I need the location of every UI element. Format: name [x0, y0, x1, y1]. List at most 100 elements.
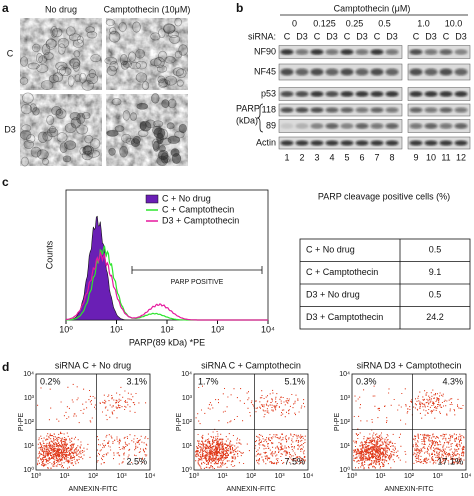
- band: [409, 140, 423, 146]
- y-tick-label: 10³: [182, 395, 193, 402]
- band: [325, 68, 339, 76]
- cell: [48, 126, 57, 134]
- band: [280, 140, 294, 146]
- band: [409, 68, 423, 76]
- cell: [22, 92, 34, 104]
- x-tick-label: 10¹: [59, 473, 70, 480]
- blot-label: NF90: [254, 46, 276, 56]
- blot: [407, 45, 471, 59]
- cell: [32, 43, 41, 53]
- cell: [67, 75, 75, 87]
- cell: [62, 155, 72, 163]
- cell: [169, 34, 181, 44]
- lane-number: 8: [389, 152, 394, 162]
- band: [370, 140, 384, 146]
- cell: [45, 38, 57, 50]
- lane-sirna: C: [314, 31, 321, 41]
- cell: [176, 79, 184, 87]
- panel-label: a: [2, 1, 9, 15]
- treatment-label: Camptothecin (μM): [334, 3, 411, 13]
- lane-sirna: D3: [356, 31, 368, 41]
- cell: [69, 57, 80, 69]
- cell: [129, 112, 138, 121]
- cell: [122, 110, 131, 121]
- x-tick-label: 10⁰: [347, 472, 358, 480]
- cell: [152, 120, 164, 128]
- legend-swatch: [145, 194, 159, 204]
- cell: [109, 60, 119, 72]
- bracket: [131, 266, 263, 274]
- cell: [135, 72, 148, 83]
- cell: [20, 56, 29, 67]
- cell: [104, 56, 117, 65]
- band: [310, 91, 324, 97]
- concentration: 0: [292, 18, 297, 28]
- cell: [125, 137, 136, 145]
- cell: [64, 140, 77, 150]
- cell: [23, 140, 35, 149]
- band: [370, 107, 384, 113]
- cell: [135, 49, 145, 59]
- band: [370, 68, 384, 76]
- cell: [76, 35, 84, 44]
- band: [280, 107, 294, 113]
- legend-entry: C + Camptothecin: [162, 204, 234, 214]
- cell: [139, 121, 152, 132]
- x-tick-label: 10⁴: [261, 324, 275, 334]
- blot-label: 89: [266, 120, 276, 130]
- table-cell: 24.2: [426, 312, 444, 322]
- blot-label: 118: [262, 104, 276, 114]
- x-axis-label: ANNEXIN-FITC: [227, 486, 276, 493]
- quadrant-value: 17.1%: [437, 456, 463, 466]
- x-tick-label: 10⁰: [59, 324, 73, 334]
- x-tick-label: 10⁰: [189, 472, 200, 480]
- x-axis-label: ANNEXIN-FITC: [69, 486, 118, 493]
- plot-title: siRNA D3 + Camptothecin: [357, 360, 462, 370]
- quadrant-value: 0.2%: [40, 376, 61, 386]
- cell: [153, 127, 166, 139]
- cell: [82, 145, 94, 156]
- quadrant-value: 1.7%: [198, 376, 219, 386]
- y-tick-label: 10²: [24, 419, 35, 426]
- band: [295, 107, 309, 113]
- cell: [37, 131, 48, 143]
- cell: [74, 74, 82, 83]
- lane-number: 2: [299, 152, 304, 162]
- lane-sirna: C: [413, 31, 420, 41]
- cell: [55, 108, 67, 119]
- band: [295, 49, 309, 55]
- concentration: 1.0: [417, 18, 430, 28]
- cell: [139, 120, 147, 131]
- cell: [158, 28, 166, 39]
- band: [424, 91, 438, 97]
- cell: [84, 135, 94, 144]
- band: [385, 123, 399, 129]
- band: [370, 91, 384, 97]
- x-tick-label: 10²: [404, 473, 415, 480]
- panel-label: d: [2, 360, 9, 374]
- brace: [256, 103, 264, 133]
- cell: [21, 124, 32, 132]
- lane-sirna: D3: [425, 31, 437, 41]
- cell: [153, 56, 165, 69]
- cell: [29, 103, 37, 113]
- cell: [178, 123, 187, 134]
- cell: [51, 28, 63, 38]
- cell: [105, 18, 115, 26]
- cell: [86, 73, 99, 85]
- band: [325, 123, 339, 129]
- band: [280, 123, 294, 129]
- lane-number: 4: [329, 152, 334, 162]
- band: [454, 68, 468, 76]
- cell: [19, 130, 32, 140]
- band: [370, 49, 384, 55]
- cell: [46, 115, 55, 125]
- cell: [157, 75, 166, 84]
- y-tick-label: 10⁰: [339, 466, 350, 474]
- band: [355, 68, 369, 76]
- cell: [137, 129, 149, 137]
- column-header: Camptothecin (10μM): [104, 4, 191, 14]
- cell: [158, 50, 168, 62]
- quadrant-value: 5.1%: [284, 376, 305, 386]
- lane-sirna: C: [284, 31, 291, 41]
